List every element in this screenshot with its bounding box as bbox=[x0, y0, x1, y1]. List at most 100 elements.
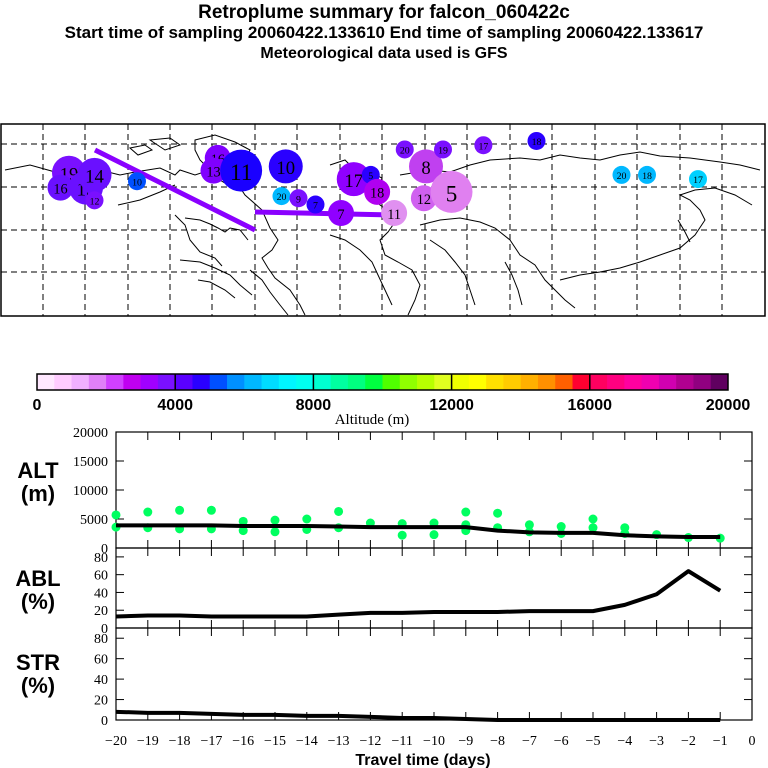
x-tick-label: −12 bbox=[359, 734, 381, 749]
colorbar-cell bbox=[54, 374, 73, 390]
colorbar-cell bbox=[503, 374, 522, 390]
y-tick-label: 0 bbox=[101, 542, 108, 557]
x-tick-label: −3 bbox=[649, 734, 664, 749]
colorbar-cell bbox=[572, 374, 591, 390]
cluster-marker bbox=[85, 191, 104, 210]
colorbar-cell bbox=[192, 374, 211, 390]
y-tick-label: 10000 bbox=[73, 484, 108, 499]
cluster-marker bbox=[200, 157, 227, 184]
colorbar-cell bbox=[140, 374, 159, 390]
colorbar-cell bbox=[209, 374, 228, 390]
cluster-marker bbox=[612, 165, 631, 184]
colorbar-cell bbox=[555, 374, 574, 390]
x-tick-label: −13 bbox=[328, 734, 350, 749]
altitude-point bbox=[588, 514, 598, 524]
cluster-day-label: 17 bbox=[478, 141, 488, 152]
cluster-day-label: 10 bbox=[276, 158, 295, 179]
cluster-day-label: 7 bbox=[313, 201, 318, 212]
colorbar-cell bbox=[37, 374, 55, 390]
cluster-marker bbox=[434, 140, 452, 159]
cluster-day-label: 17 bbox=[693, 175, 703, 186]
sampling-times: Start time of sampling 20060422.133610 E… bbox=[64, 23, 704, 42]
y-tick-label: 60 bbox=[94, 569, 108, 584]
abl-label: ABL bbox=[15, 566, 60, 591]
colorbar-cell bbox=[313, 374, 332, 390]
altitude-point bbox=[334, 506, 344, 516]
x-tick-label: −20 bbox=[105, 734, 127, 749]
cluster-day-label: 16 bbox=[53, 181, 67, 197]
y-tick-label: 20 bbox=[94, 694, 108, 709]
str-unit: (%) bbox=[21, 673, 55, 698]
colorbar-cell bbox=[537, 374, 556, 390]
colorbar-tick-label: 12000 bbox=[429, 397, 474, 414]
cluster-marker bbox=[395, 140, 414, 159]
colorbar-tick-label: 8000 bbox=[296, 397, 332, 414]
alt-unit: (m) bbox=[21, 481, 55, 506]
cluster-markers: 1916151412101613111020971751878121152019… bbox=[47, 131, 707, 227]
altitude-point bbox=[397, 530, 407, 540]
colorbar-tick-label: 0 bbox=[33, 397, 42, 414]
altitude-point bbox=[524, 520, 534, 530]
cluster-day-label: 20 bbox=[277, 192, 287, 203]
cluster-marker bbox=[272, 187, 291, 206]
altitude-point bbox=[588, 523, 598, 533]
cluster-day-label: 17 bbox=[344, 171, 363, 192]
cluster-day-label: 10 bbox=[132, 177, 142, 188]
cluster-day-label: 18 bbox=[370, 186, 384, 202]
x-tick-label: −8 bbox=[490, 734, 505, 749]
x-tick-label: −15 bbox=[264, 734, 286, 749]
cluster-day-label: 11 bbox=[230, 159, 252, 185]
str-label: STR bbox=[16, 650, 60, 675]
y-tick-label: 0 bbox=[101, 714, 108, 729]
cluster-marker bbox=[689, 170, 707, 189]
x-tick-label: −9 bbox=[458, 734, 473, 749]
altitude-point bbox=[493, 508, 503, 518]
altitude-point bbox=[429, 530, 439, 540]
abl-panel: ABL (%) 0 20 40 60 80 bbox=[15, 547, 753, 637]
cluster-day-label: 12 bbox=[90, 196, 100, 207]
y-tick-label: 80 bbox=[94, 632, 108, 647]
cluster-marker bbox=[128, 172, 146, 191]
cluster-marker bbox=[638, 165, 656, 184]
x-tick-label: −5 bbox=[586, 734, 601, 749]
cluster-day-label: 5 bbox=[368, 171, 373, 182]
cluster-marker bbox=[409, 149, 443, 184]
colorbar-cell bbox=[157, 374, 176, 390]
x-tick-label: 0 bbox=[749, 734, 756, 749]
altitude-point bbox=[302, 514, 312, 524]
x-tick-label: −18 bbox=[169, 734, 191, 749]
colorbar-cell bbox=[520, 374, 539, 390]
cluster-marker bbox=[47, 174, 74, 201]
x-tick-label: −10 bbox=[423, 734, 445, 749]
colorbar-cell bbox=[468, 374, 487, 390]
cluster-marker bbox=[220, 149, 263, 192]
plume-path bbox=[93, 147, 257, 233]
colorbar-cell bbox=[347, 374, 366, 390]
x-tick-label: −19 bbox=[137, 734, 159, 749]
cluster-marker bbox=[410, 185, 437, 212]
x-tick-label: −14 bbox=[296, 734, 318, 749]
colorbar-cell bbox=[451, 374, 470, 390]
colorbar-cell bbox=[71, 374, 90, 390]
cluster-marker bbox=[77, 157, 112, 192]
colorbar-cell bbox=[399, 374, 418, 390]
y-tick-label: 20 bbox=[94, 604, 108, 619]
colorbar-frame bbox=[36, 373, 729, 391]
colorbar-tick-label: 16000 bbox=[568, 397, 613, 414]
altitude-point bbox=[175, 505, 185, 515]
colorbar-cell bbox=[227, 374, 245, 390]
x-tick-label: −6 bbox=[554, 734, 569, 749]
altitude-point bbox=[111, 510, 121, 520]
colorbar-cell bbox=[296, 374, 314, 390]
x-tick-label: −2 bbox=[681, 734, 696, 749]
cluster-day-label: 5 bbox=[446, 180, 458, 206]
figure-title: Retroplume summary for falcon_060422c bbox=[198, 2, 570, 23]
colorbar-cell bbox=[641, 374, 660, 390]
cluster-day-label: 9 bbox=[296, 194, 301, 205]
colorbar-cell bbox=[261, 374, 280, 390]
y-tick-label: 5000 bbox=[80, 513, 108, 528]
cluster-marker bbox=[474, 136, 493, 155]
y-tick-label: 20000 bbox=[73, 426, 108, 441]
met-data-label: Meteorological data used is GFS bbox=[260, 45, 508, 62]
